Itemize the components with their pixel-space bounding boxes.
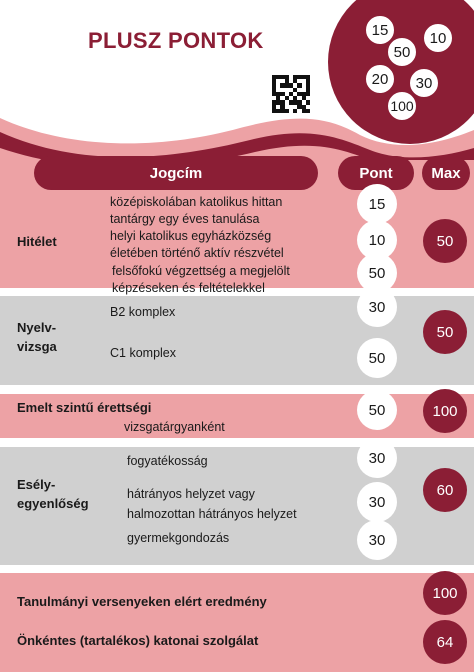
qr-code-icon: [272, 75, 310, 113]
points-circle: 50: [357, 338, 397, 378]
decor-circle: 30: [408, 67, 440, 99]
item-description: helyi katolikus egyházközség életében tö…: [110, 229, 284, 260]
points-circle: 30: [357, 438, 397, 478]
category-hitelet: Hitélet: [17, 234, 57, 249]
item-description: vizsgatárgyanként: [124, 420, 225, 434]
points-circle: 15: [357, 184, 397, 224]
max-circle: 100: [423, 571, 467, 615]
points-circle: 50: [357, 390, 397, 430]
section-band-other: [0, 573, 474, 672]
points-circle: 10: [357, 220, 397, 260]
page-title: PLUSZ PONTOK: [88, 28, 264, 53]
category-tanulmanyi: Tanulmányi versenyeken elért eredmény: [17, 594, 267, 609]
category-nyelvvizsga: Nyelv- vizsga: [17, 320, 57, 354]
category-onkentes: Önkéntes (tartalékos) katonai szolgálat: [17, 633, 259, 648]
max-circle: 64: [423, 620, 467, 664]
item-description: gyermekgondozás: [127, 531, 230, 545]
points-circle: 50: [357, 253, 397, 293]
item-description: középiskolában katolikus hittan tantárgy…: [110, 195, 283, 226]
column-header-jogcim: Jogcím: [34, 156, 318, 190]
decor-circle: 50: [386, 36, 418, 68]
max-circle: 100: [423, 389, 467, 433]
category-emelt: Emelt szintű érettségi: [17, 400, 152, 415]
decor-circle: 100: [386, 90, 418, 122]
decor-circle: 15: [364, 14, 396, 46]
item-description: C1 komplex: [110, 346, 176, 360]
points-circle: 30: [357, 520, 397, 560]
points-circle: 30: [357, 287, 397, 327]
item-description: felsőfokú végzettség a megjelölt képzése…: [112, 264, 290, 295]
section-band-nyelvvizsga: [0, 296, 474, 385]
max-circle: 50: [423, 310, 467, 354]
item-description: B2 komplex: [110, 305, 176, 319]
points-circle: 30: [357, 482, 397, 522]
column-header-max: Max: [422, 156, 470, 190]
max-circle: 60: [423, 468, 467, 512]
category-esely: Esély- egyenlőség: [17, 477, 89, 511]
item-description: hátrányos helyzet vagy halmozottan hátrá…: [127, 487, 297, 521]
item-description: fogyatékosság: [127, 454, 208, 468]
decor-circle: 10: [422, 22, 454, 54]
max-circle: 50: [423, 219, 467, 263]
decor-circle: 20: [364, 63, 396, 95]
